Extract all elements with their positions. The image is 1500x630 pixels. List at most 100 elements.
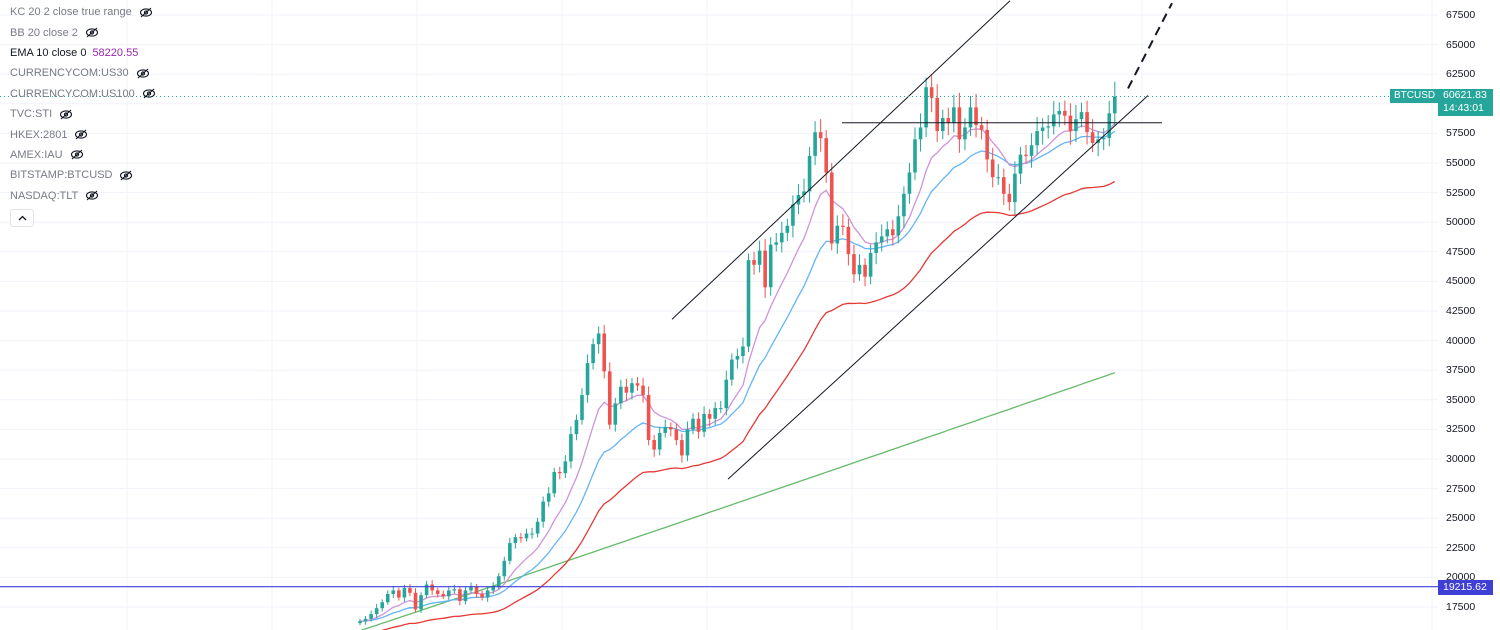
candle-body — [857, 264, 862, 275]
candle-body — [452, 589, 457, 591]
candle-body — [630, 383, 634, 393]
price-levels — [0, 95, 1438, 588]
eye-crossed-icon[interactable] — [70, 149, 84, 160]
candle-body — [707, 414, 712, 419]
candle-body — [402, 588, 407, 598]
candle-body — [502, 560, 507, 577]
candle-body — [841, 225, 845, 227]
last-price-value: 60621.83 — [1443, 89, 1487, 102]
candle-body — [891, 229, 895, 236]
candle-body — [935, 97, 939, 132]
legend-row[interactable]: CURRENCYCOM:US100 — [10, 84, 270, 104]
legend-label: NASDAQ:TLT — [10, 189, 79, 202]
trendline-projection — [1127, 2, 1173, 89]
legend-row[interactable]: AMEX:IAU — [10, 145, 270, 165]
candle-body — [408, 588, 412, 593]
candle-body — [863, 264, 867, 277]
candle-body — [718, 408, 723, 410]
candle-body — [663, 427, 668, 433]
eye-crossed-icon[interactable] — [74, 129, 88, 140]
legend-row[interactable]: EMA 10 close 0 58220.55 — [10, 43, 270, 63]
candle-body — [613, 403, 618, 425]
candle-body — [791, 204, 795, 226]
candle-body — [918, 127, 923, 140]
price-tick: 17500 — [1446, 601, 1476, 613]
candle-body — [763, 250, 767, 288]
price-tick: 40000 — [1446, 334, 1476, 347]
eye-crossed-icon[interactable] — [136, 68, 150, 79]
candle-body — [685, 429, 690, 456]
candle-body — [480, 593, 484, 598]
candle-body — [380, 602, 384, 609]
candle-body — [419, 595, 423, 610]
price-tick: 67500 — [1446, 9, 1476, 21]
candle-body — [785, 225, 790, 233]
candle-body — [1029, 145, 1034, 156]
candle-body — [596, 333, 601, 345]
ma50-line — [380, 180, 1116, 630]
candle-body — [813, 132, 817, 156]
legend-row[interactable]: NASDAQ:TLT — [10, 186, 270, 206]
eye-crossed-icon[interactable] — [139, 7, 153, 18]
candle-body — [1068, 115, 1073, 132]
candle-body — [985, 129, 989, 160]
legend-label: BB 20 close 2 — [10, 26, 78, 39]
candle-body — [952, 107, 956, 123]
eye-crossed-icon[interactable] — [59, 109, 73, 120]
candle-body — [635, 383, 640, 386]
legend-row[interactable]: BB 20 close 2 — [10, 22, 270, 42]
candle-body — [902, 193, 906, 217]
candle-body — [580, 395, 584, 420]
symbol-tag: BTCUSD — [1390, 89, 1440, 104]
candle-body — [508, 543, 512, 561]
candle-body — [996, 177, 1001, 179]
candle-body — [1090, 132, 1095, 143]
legend-row[interactable]: TVC:STI — [10, 104, 270, 124]
candle-body — [585, 363, 590, 396]
legend-row[interactable]: CURRENCYCOM:US30 — [10, 63, 270, 83]
candle-body — [485, 590, 490, 598]
eye-crossed-icon[interactable] — [142, 88, 156, 99]
eye-crossed-icon[interactable] — [85, 27, 99, 38]
candle-body — [1063, 110, 1067, 116]
price-tick: 62500 — [1446, 68, 1476, 81]
legend-label: HKEX:2801 — [10, 128, 68, 141]
legend-row[interactable]: HKEX:2801 — [10, 124, 270, 144]
candle-body — [435, 590, 440, 594]
candle-body — [741, 346, 745, 356]
candle-body — [513, 537, 518, 544]
candle-body — [774, 242, 779, 245]
legend-label: KC 20 2 close true range — [10, 6, 132, 19]
candle-body — [746, 260, 751, 347]
candle-body — [491, 586, 495, 591]
indicator-legend: KC 20 2 close true range BB 20 close 2 EMA… — [10, 2, 270, 227]
candle-body — [818, 132, 823, 139]
price-tick: 37500 — [1446, 364, 1476, 377]
candle-body — [757, 250, 762, 265]
candle-body — [1040, 127, 1045, 132]
candle-body — [430, 584, 434, 591]
candle-body — [807, 155, 812, 192]
candle-body — [713, 408, 717, 419]
candle-body — [1046, 126, 1050, 128]
chevron-up-icon[interactable] — [10, 208, 34, 227]
candle-body — [374, 608, 379, 615]
candle-body — [874, 242, 878, 253]
eye-crossed-icon[interactable] — [119, 170, 133, 181]
candle-body — [929, 87, 934, 98]
candle-body — [724, 379, 729, 409]
legend-label: CURRENCYCOM:US30 — [10, 67, 129, 80]
candle-body — [519, 537, 523, 539]
legend-row[interactable]: KC 20 2 close true range — [10, 2, 270, 22]
eye-crossed-icon[interactable] — [85, 190, 99, 201]
price-chart[interactable] — [0, 0, 1438, 630]
candle-body — [669, 427, 673, 430]
candle-body — [868, 252, 873, 277]
candle-body — [780, 232, 784, 243]
price-tick: 57500 — [1446, 127, 1476, 140]
candle-body — [385, 593, 390, 603]
legend-row[interactable]: BITSTAMP:BTCUSD — [10, 165, 270, 185]
candle-body — [447, 590, 451, 597]
ema20-line — [359, 130, 1116, 622]
candle-body — [702, 414, 706, 432]
